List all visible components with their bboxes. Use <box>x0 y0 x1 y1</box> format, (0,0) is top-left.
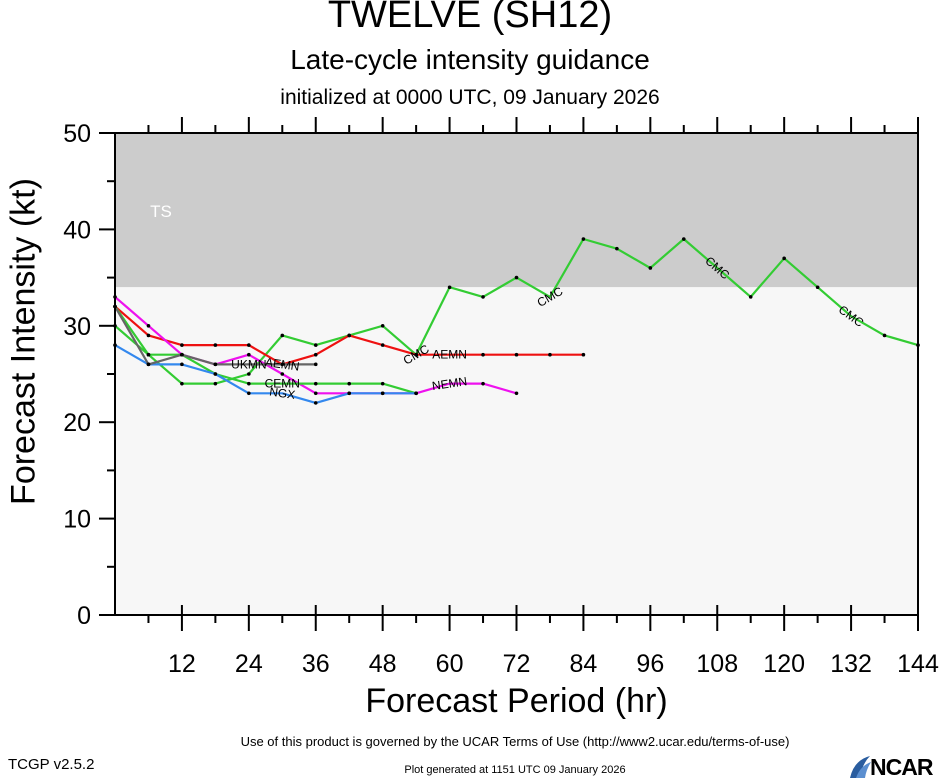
x-tick-label: 24 <box>235 650 263 678</box>
series-label-aemn: AEMN <box>264 355 300 374</box>
data-point-cmc <box>615 246 619 251</box>
ncar-logo: NCAR <box>848 752 940 780</box>
x-tick-label: 108 <box>696 650 738 678</box>
x-tick-label: 72 <box>503 650 531 678</box>
data-point-cmc <box>882 333 887 338</box>
band-label-ts: TS <box>150 202 172 221</box>
data-point-cmc <box>782 256 786 261</box>
data-point-aemn <box>581 352 586 357</box>
data-point-cmc <box>213 381 218 386</box>
data-point-nemn <box>313 391 318 396</box>
data-point-aemn <box>146 333 151 338</box>
x-tick-label: 36 <box>302 650 330 678</box>
intensity-band-ts <box>115 133 918 288</box>
series-line-ngx <box>114 344 417 404</box>
x-tick-label: 120 <box>763 650 805 678</box>
generated-time: Plot generated at 1151 UTC 09 January 20… <box>404 764 626 776</box>
data-point-ukmn <box>280 362 285 367</box>
terms-of-use-text: Use of this product is governed by the U… <box>240 734 790 749</box>
x-tick-label: 12 <box>168 650 196 678</box>
data-point-cemn <box>347 381 352 386</box>
data-point-nemn <box>514 391 519 396</box>
data-point-cmc <box>514 275 519 280</box>
data-point-nemn <box>280 372 285 376</box>
data-point-ukmn <box>213 362 218 367</box>
data-point-aemn <box>548 352 552 357</box>
y-tick-label: 40 <box>63 216 91 244</box>
data-point-ngx <box>247 391 251 396</box>
data-point-ukmn <box>180 352 184 357</box>
data-point-ukmn <box>146 362 151 367</box>
ncar-logo-icon <box>850 756 871 778</box>
x-tick-label: 96 <box>636 650 664 678</box>
data-point-aemn <box>380 343 385 347</box>
y-axis-label: Forecast Intensity (kt) <box>4 178 43 505</box>
data-point-cmc <box>447 285 452 290</box>
data-point-cmc <box>180 381 184 386</box>
init-time: initialized at 0000 UTC, 09 January 2026 <box>280 86 660 109</box>
data-point-cemn <box>247 381 251 386</box>
series-line-cemn <box>114 305 417 395</box>
intensity-band-td <box>115 287 918 615</box>
data-point-aemn <box>180 343 184 347</box>
data-point-cmc <box>481 295 485 299</box>
x-tick-label: 132 <box>830 650 872 678</box>
data-point-cmc <box>380 324 385 328</box>
data-point-cmc <box>748 295 753 299</box>
data-point-cmc <box>815 285 820 290</box>
x-tick-label: 60 <box>436 650 464 678</box>
data-point-aemn <box>247 343 251 347</box>
data-point-nemn <box>146 324 151 328</box>
data-point-aemn <box>213 343 218 347</box>
series-label-ukmn: UKMN <box>231 357 266 371</box>
data-point-cmc <box>247 372 251 376</box>
version-label: TCGP v2.5.2 <box>8 756 95 773</box>
series-label-ngx: NGX <box>268 384 296 402</box>
series-label-cemn: CEMN <box>265 377 300 391</box>
data-point-aemn <box>347 333 352 338</box>
data-point-ngx <box>380 391 385 396</box>
data-point-ukmn <box>313 362 318 367</box>
data-point-ngx <box>180 362 184 367</box>
data-point-cemn <box>380 381 385 386</box>
ncar-logo-text: NCAR <box>870 754 933 780</box>
data-point-cmc <box>681 237 686 241</box>
data-point-nemn <box>481 381 485 386</box>
data-point-aemn <box>481 352 485 357</box>
data-point-cmc <box>280 333 285 338</box>
data-point-cmc <box>313 343 318 347</box>
x-axis-label: Forecast Period (hr) <box>365 682 668 720</box>
y-tick-label: 0 <box>77 602 91 630</box>
data-point-ngx <box>313 401 318 405</box>
data-point-cmc <box>581 237 586 241</box>
data-point-aemn <box>313 352 318 357</box>
data-point-aemn <box>514 352 519 357</box>
series-label-nemn: NEMN <box>431 374 468 393</box>
data-point-cemn <box>146 352 151 357</box>
chart-title: TWELVE (SH12) <box>327 0 613 36</box>
data-point-nemn <box>247 352 251 357</box>
series-label-aemn: AEMN <box>432 348 467 362</box>
data-point-ngx <box>347 391 352 396</box>
data-point-ngx <box>213 372 218 376</box>
y-tick-label: 30 <box>63 313 91 341</box>
data-point-cemn <box>313 381 318 386</box>
data-point-aemn <box>414 352 418 357</box>
y-tick-label: 50 <box>63 120 91 148</box>
y-tick-label: 10 <box>63 506 91 534</box>
x-tick-label: 84 <box>570 650 598 678</box>
x-tick-label: 48 <box>369 650 397 678</box>
data-point-ngx <box>414 391 418 396</box>
chart-subtitle: Late-cycle intensity guidance <box>290 44 650 75</box>
x-tick-label: 144 <box>897 650 939 678</box>
y-tick-label: 20 <box>63 409 91 437</box>
data-point-cmc <box>648 266 653 270</box>
